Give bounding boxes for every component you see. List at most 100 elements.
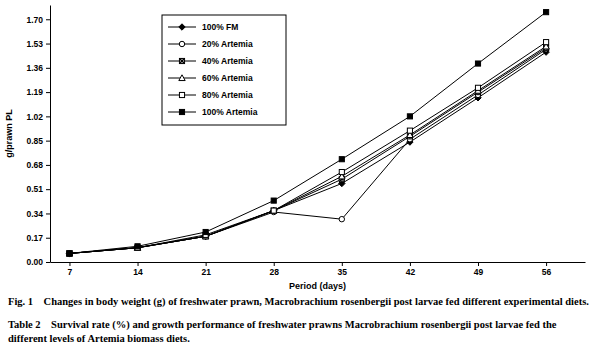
legend: 100% FM20% Artemia40% Artemia60% Artemia…	[162, 15, 286, 125]
x-tick-label: 56	[542, 267, 552, 277]
y-tick-label: 0.51	[26, 184, 43, 194]
x-tick-mark	[478, 262, 479, 266]
marker-shape	[475, 61, 480, 66]
data-point	[271, 207, 277, 213]
marker-shape	[271, 207, 277, 213]
y-axis: 0.000.170.340.510.680.851.021.191.361.53…	[26, 6, 50, 268]
data-point	[135, 244, 140, 249]
marker-shape	[475, 85, 480, 90]
y-tick-mark	[46, 68, 50, 69]
marker-shape	[135, 244, 140, 249]
y-tick-label: 1.70	[26, 14, 43, 24]
x-tick-label: 21	[201, 267, 211, 277]
data-point	[271, 208, 276, 213]
marker-shape	[179, 92, 184, 97]
data-point	[544, 10, 549, 15]
marker-shape	[339, 169, 344, 174]
marker-shape	[179, 58, 184, 63]
y-tick-label: 1.19	[26, 87, 43, 97]
data-point	[67, 251, 72, 256]
legend-item: 40% Artemia	[168, 56, 253, 66]
data-point	[66, 250, 72, 256]
marker-shape	[271, 198, 276, 203]
y-tick-label: 1.53	[26, 39, 43, 49]
x-tick-mark	[206, 262, 207, 266]
marker-shape	[67, 251, 72, 256]
data-point	[475, 85, 480, 90]
data-point	[66, 250, 72, 256]
y-tick: 1.36	[26, 63, 50, 73]
legend-label: 80% Artemia	[202, 90, 253, 100]
data-point	[475, 61, 480, 66]
series-line	[69, 49, 546, 253]
data-point	[271, 208, 276, 213]
y-tick-mark	[46, 141, 50, 142]
y-tick-label: 0.00	[26, 257, 43, 267]
x-tick-label: 49	[474, 267, 484, 277]
legend-box	[162, 15, 286, 125]
marker-shape	[134, 245, 140, 251]
data-point	[203, 229, 208, 234]
legend-marker	[179, 75, 185, 81]
y-tick: 1.19	[26, 87, 50, 97]
x-tick: 7	[68, 262, 73, 277]
x-tick-mark	[546, 262, 547, 266]
chart: 0.000.170.340.510.680.851.021.191.361.53…	[0, 0, 600, 292]
series-line	[69, 52, 546, 253]
figure-caption: Fig. 1 Changes in body weight (g) of fre…	[8, 295, 594, 309]
legend-label: 20% Artemia	[202, 39, 253, 49]
marker-shape	[67, 251, 72, 256]
x-axis-title: Period (days)	[289, 281, 346, 291]
x-tick-mark	[138, 262, 139, 266]
y-tick-mark	[46, 262, 50, 263]
y-tick: 0.85	[26, 136, 50, 146]
marker-cross	[67, 251, 72, 256]
plot-area	[66, 10, 549, 257]
series-line	[69, 12, 546, 253]
series-line	[69, 46, 546, 253]
y-tick: 0.68	[26, 160, 50, 170]
y-tick: 1.70	[26, 14, 50, 24]
data-point	[134, 245, 140, 251]
y-tick: 0.51	[26, 184, 50, 194]
y-tick-label: 0.17	[26, 233, 43, 243]
marker-shape	[67, 251, 72, 256]
x-tick-label: 7	[68, 267, 73, 277]
x-tick-mark	[274, 262, 275, 266]
x-tick-label: 35	[338, 267, 348, 277]
data-point	[339, 216, 344, 221]
y-tick-label: 0.34	[26, 209, 43, 219]
marker-shape	[66, 250, 72, 256]
y-tick: 1.53	[26, 39, 50, 49]
marker-shape	[407, 128, 412, 133]
y-tick-mark	[46, 44, 50, 45]
marker-shape	[339, 157, 344, 162]
x-tick: 28	[269, 262, 279, 277]
x-axis: 714212835424956	[51, 262, 586, 277]
legend-marker	[179, 58, 184, 63]
x-tick: 35	[338, 262, 348, 277]
marker-shape	[179, 75, 185, 81]
y-tick-mark	[46, 165, 50, 166]
legend-marker	[179, 92, 184, 97]
x-tick-label: 42	[406, 267, 416, 277]
data-point	[67, 251, 72, 256]
y-tick-mark	[46, 213, 50, 214]
marker-shape	[271, 207, 277, 213]
marker-shape	[544, 10, 549, 15]
y-tick-label: 0.68	[26, 160, 43, 170]
data-point	[134, 245, 140, 251]
marker-shape	[271, 208, 276, 213]
data-point	[67, 251, 72, 256]
marker-shape	[134, 245, 140, 251]
x-tick-mark	[342, 262, 343, 266]
marker-shape	[407, 114, 412, 119]
x-tick: 42	[406, 262, 416, 277]
marker-shape	[179, 109, 184, 114]
marker-shape	[66, 250, 72, 256]
y-tick-mark	[46, 189, 50, 190]
legend-item: 100% FM	[168, 22, 238, 32]
y-tick-mark	[46, 238, 50, 239]
data-point	[271, 207, 277, 213]
x-tick: 56	[542, 262, 552, 277]
